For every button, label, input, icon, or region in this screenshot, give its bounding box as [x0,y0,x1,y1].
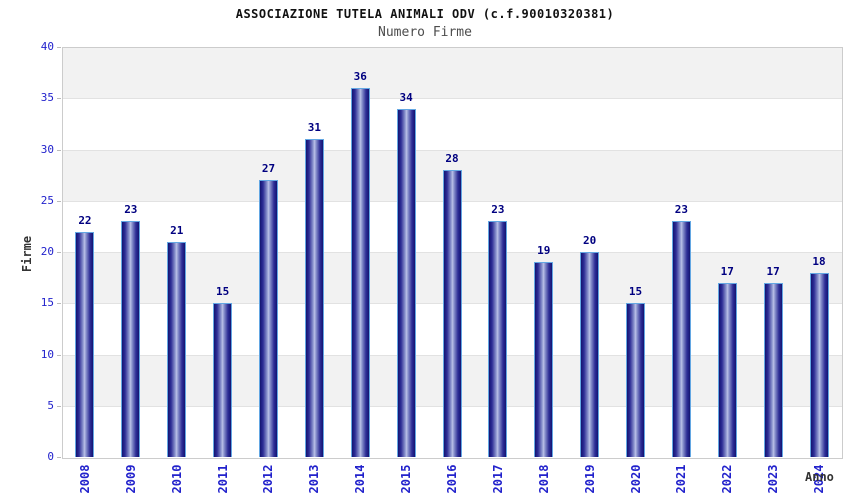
x-tick-label: 2016 [445,464,459,494]
bar [396,108,416,457]
bar [75,231,95,457]
bar [442,170,462,457]
y-tick-mark [57,252,61,253]
bar [809,272,829,457]
bar [580,252,600,457]
y-tick-mark [57,405,61,407]
chart-subtitle: Numero Firme [378,25,472,40]
y-tick-mark [57,303,61,305]
bar [350,88,370,457]
bar-value-label: 17 [766,264,780,278]
y-tick-label: 30 [40,142,54,156]
chart-title: ASSOCIAZIONE TUTELA ANIMALI ODV (c.f.900… [235,7,615,21]
y-axis-title: Firme [20,235,34,273]
y-tick-mark [57,98,61,100]
x-tick-label: 2021 [674,464,689,494]
bar-value-label: 36 [353,70,367,83]
bar [167,241,187,457]
x-tick-label: 2018 [536,464,551,494]
bar [213,303,233,457]
y-tick-label: 10 [40,347,54,361]
x-tick-label: 2020 [628,464,643,494]
y-tick-label: 35 [40,91,54,105]
y-tick-mark [57,149,61,151]
bar [121,221,141,457]
x-tick-label: 2022 [720,464,735,494]
y-tick-label: 40 [40,40,54,53]
bar-value-label: 31 [307,121,321,135]
bar [763,282,783,457]
y-tick-label: 0 [47,450,54,463]
y-tick-mark [57,457,61,458]
bar [304,139,324,457]
bar-value-label: 15 [628,285,643,299]
x-axis-title: Anno [805,470,834,484]
x-tick-label: 2017 [490,464,505,494]
bar-value-label: 34 [399,90,413,104]
bar [534,262,554,457]
bar-value-label: 20 [583,234,597,247]
x-tick-label: 2009 [123,464,138,494]
bar-value-label: 15 [215,285,230,299]
y-tick-label: 25 [40,193,54,207]
bar-value-label: 19 [537,244,551,258]
x-tick-label: 2008 [77,464,92,494]
bar-value-label: 22 [78,213,92,227]
bar-value-label: 18 [812,254,826,268]
bar-value-label: 21 [170,223,184,237]
y-tick-label: 20 [40,245,54,258]
x-tick-label: 2013 [307,464,322,494]
y-tick-label: 15 [40,296,54,310]
x-tick-label: 2023 [766,464,781,494]
y-tick-mark [57,200,61,202]
y-tick-mark [57,354,61,356]
bar [626,303,646,457]
bar [717,282,737,457]
bar-value-label: 23 [674,203,689,217]
bar [258,180,278,457]
bar-value-label: 27 [261,162,276,176]
bar-value-label: 23 [491,203,505,217]
bar-value-label: 17 [720,264,734,278]
x-tick-label: 2012 [261,464,276,494]
bar [488,221,508,457]
x-tick-label: 2019 [582,464,597,494]
bar [671,221,691,457]
x-tick-label: 2015 [399,464,414,494]
bar-value-label: 23 [124,203,138,217]
x-tick-label: 2010 [169,464,184,494]
x-tick-label: 2011 [215,464,230,494]
x-tick-label: 2014 [353,464,368,494]
bar-value-label: 28 [445,152,459,165]
gridline [63,98,842,100]
y-tick-mark [57,47,61,48]
y-tick-label: 5 [47,398,54,412]
gridline [63,149,842,151]
